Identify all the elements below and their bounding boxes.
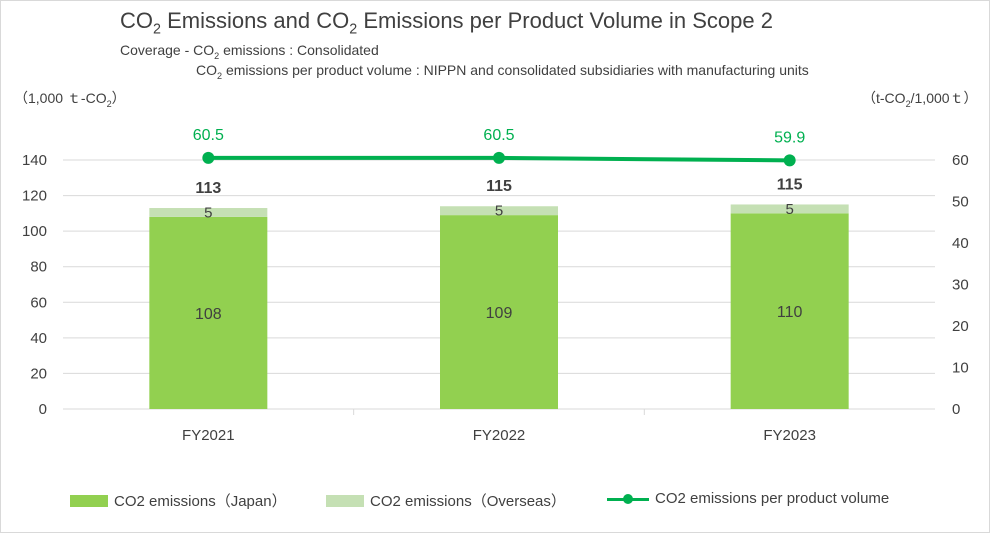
data-label-line: 60.5 — [483, 127, 514, 144]
x-tick-label: FY2023 — [763, 427, 816, 444]
data-label-total: 113 — [195, 180, 221, 197]
legend-item-japan: CO2 emissions（Japan） — [70, 490, 287, 511]
y-left-tick-label: 100 — [22, 223, 47, 240]
data-label-line: 60.5 — [193, 127, 224, 144]
y-left-tick-label: 0 — [39, 401, 47, 418]
data-label-total: 115 — [486, 178, 512, 195]
y-right-tick-label: 50 — [952, 194, 969, 211]
left-axis-unit: （1,000 ｔ-CO2） — [14, 90, 126, 109]
legend-label-japan: CO2 emissions（Japan） — [114, 493, 287, 510]
legend-label-line: CO2 emissions per product volume — [655, 490, 890, 507]
bar-japan — [730, 213, 849, 409]
x-tick-label: FY2021 — [182, 427, 235, 444]
bar-japan — [149, 216, 268, 409]
data-label-line: 59.9 — [774, 129, 805, 146]
y-right-tick-label: 20 — [952, 318, 969, 335]
legend-swatch-japan — [70, 494, 108, 507]
chart-title: CO2 Emissions and CO2 Emissions per Prod… — [120, 8, 773, 38]
legend-item-line: CO2 emissions per product volume — [607, 490, 889, 507]
data-label-japan: 108 — [195, 306, 222, 323]
data-label-total: 115 — [777, 176, 803, 193]
y-right-tick-label: 0 — [952, 401, 960, 418]
chart-subtitle-coverage: Coverage - CO2 emissions : Consolidated — [120, 42, 379, 61]
data-label-overseas: 5 — [495, 203, 503, 220]
chart-subtitle-scope: CO2 emissions per product volume : NIPPN… — [196, 62, 809, 81]
bar-overseas — [440, 206, 558, 216]
bar-japan — [440, 215, 558, 409]
legend-item-overseas: CO2 emissions（Overseas） — [326, 490, 566, 511]
y-left-tick-label: 20 — [30, 365, 47, 382]
legend-label-overseas: CO2 emissions（Overseas） — [370, 493, 566, 510]
y-left-tick-label: 140 — [22, 152, 47, 169]
y-right-tick-label: 60 — [952, 152, 969, 169]
bar-overseas — [730, 204, 849, 214]
data-label-japan: 110 — [777, 304, 803, 321]
legend-swatch-overseas — [326, 494, 364, 507]
y-right-tick-label: 10 — [952, 360, 969, 377]
bar-overseas — [149, 208, 268, 217]
data-label-overseas: 5 — [204, 204, 212, 221]
y-right-tick-label: 40 — [952, 235, 969, 252]
x-tick-label: FY2022 — [473, 427, 526, 444]
line-point — [202, 151, 215, 164]
y-right-tick-label: 30 — [952, 277, 969, 294]
legend-swatch-line — [607, 493, 649, 505]
line-point — [783, 154, 796, 167]
data-label-overseas: 5 — [785, 201, 793, 218]
data-label-japan: 109 — [486, 305, 513, 322]
y-left-tick-label: 120 — [22, 188, 47, 205]
right-axis-unit: （t-CO2/1,000ｔ） — [862, 90, 978, 109]
y-left-tick-label: 60 — [30, 294, 47, 311]
y-left-tick-label: 40 — [30, 330, 47, 347]
line-point — [493, 151, 505, 164]
y-left-tick-label: 80 — [30, 259, 47, 276]
